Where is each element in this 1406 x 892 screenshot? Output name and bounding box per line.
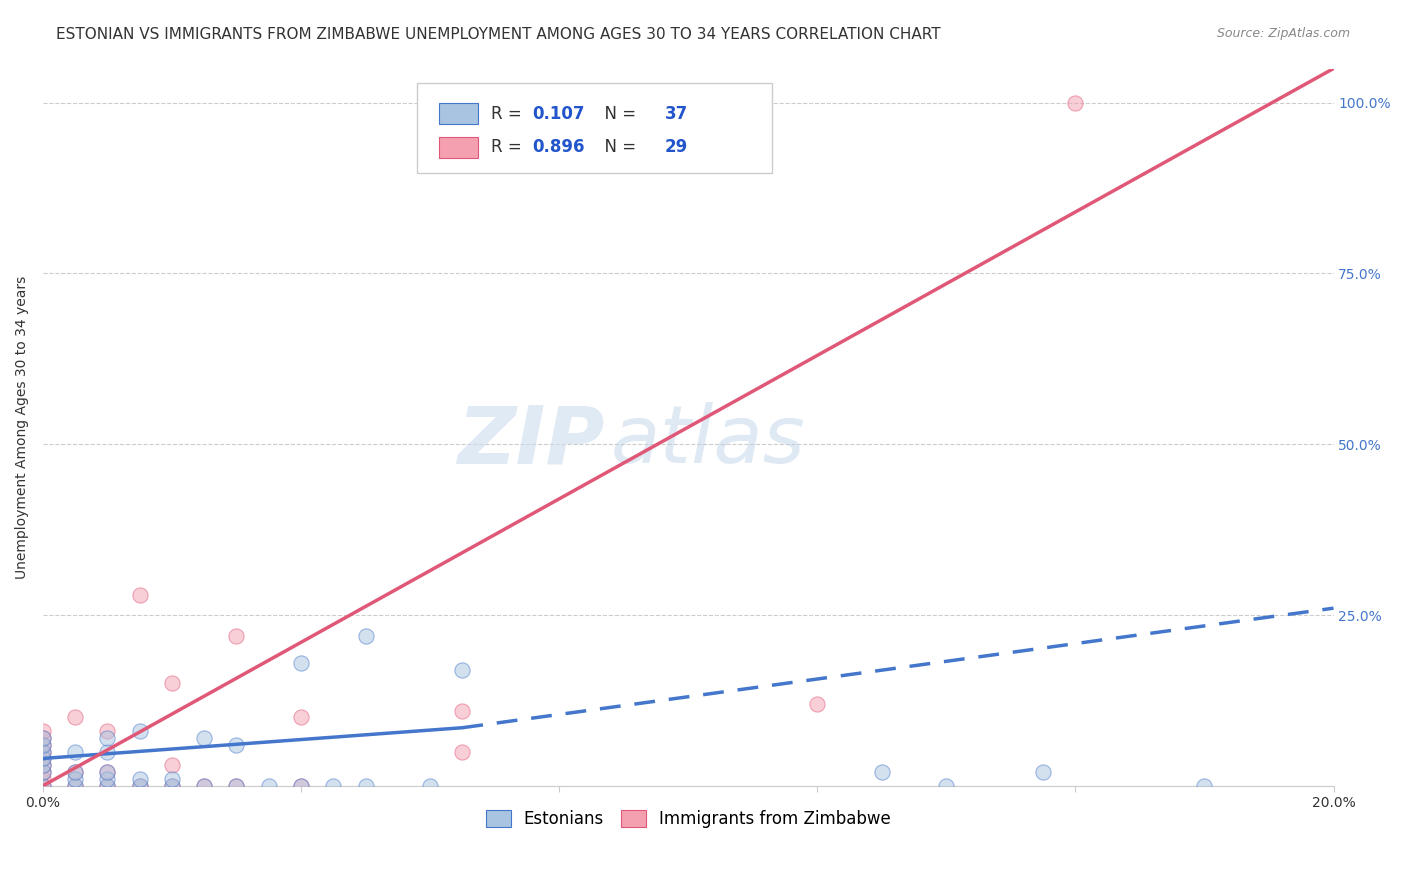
- Text: atlas: atlas: [610, 402, 806, 481]
- Point: [128, 779, 150, 793]
- Point: [96, 724, 118, 739]
- Point: [63, 765, 86, 780]
- Point: [32, 765, 55, 780]
- Point: [290, 779, 312, 793]
- Point: [32, 751, 55, 765]
- FancyBboxPatch shape: [439, 103, 478, 125]
- Point: [96, 731, 118, 745]
- Point: [322, 779, 344, 793]
- Point: [290, 710, 312, 724]
- Point: [128, 772, 150, 786]
- Text: N =: N =: [593, 138, 641, 156]
- Point: [193, 731, 215, 745]
- Point: [32, 779, 55, 793]
- FancyBboxPatch shape: [418, 83, 772, 172]
- Point: [63, 765, 86, 780]
- Point: [225, 779, 247, 793]
- Point: [32, 779, 55, 793]
- Text: R =: R =: [491, 138, 527, 156]
- Text: ZIP: ZIP: [457, 402, 605, 481]
- Point: [63, 779, 86, 793]
- Point: [160, 779, 183, 793]
- Point: [32, 772, 55, 786]
- Point: [96, 765, 118, 780]
- Legend: Estonians, Immigrants from Zimbabwe: Estonians, Immigrants from Zimbabwe: [479, 804, 897, 835]
- Point: [32, 738, 55, 752]
- Point: [32, 724, 55, 739]
- Point: [1064, 95, 1087, 110]
- Point: [1032, 765, 1054, 780]
- Point: [32, 751, 55, 765]
- Text: 0.107: 0.107: [531, 104, 585, 123]
- Point: [32, 731, 55, 745]
- Point: [160, 779, 183, 793]
- Text: 37: 37: [665, 104, 688, 123]
- Point: [290, 779, 312, 793]
- Point: [193, 779, 215, 793]
- Point: [160, 772, 183, 786]
- Point: [96, 772, 118, 786]
- Point: [32, 765, 55, 780]
- Point: [128, 724, 150, 739]
- Point: [63, 745, 86, 759]
- Point: [354, 779, 377, 793]
- Point: [160, 758, 183, 772]
- Point: [193, 779, 215, 793]
- Point: [257, 779, 280, 793]
- Point: [935, 779, 957, 793]
- Text: 0.896: 0.896: [531, 138, 585, 156]
- Text: ESTONIAN VS IMMIGRANTS FROM ZIMBABWE UNEMPLOYMENT AMONG AGES 30 TO 34 YEARS CORR: ESTONIAN VS IMMIGRANTS FROM ZIMBABWE UNE…: [56, 27, 941, 42]
- Point: [63, 779, 86, 793]
- Point: [32, 738, 55, 752]
- Point: [451, 704, 474, 718]
- Point: [96, 745, 118, 759]
- Point: [290, 656, 312, 670]
- Point: [96, 779, 118, 793]
- Point: [32, 745, 55, 759]
- Point: [451, 745, 474, 759]
- Point: [451, 663, 474, 677]
- Point: [354, 628, 377, 642]
- Point: [128, 587, 150, 601]
- Point: [1194, 779, 1216, 793]
- Point: [225, 738, 247, 752]
- Point: [160, 676, 183, 690]
- Point: [32, 758, 55, 772]
- Point: [96, 765, 118, 780]
- Point: [63, 710, 86, 724]
- Point: [32, 745, 55, 759]
- Point: [870, 765, 893, 780]
- Point: [63, 772, 86, 786]
- Point: [128, 779, 150, 793]
- Y-axis label: Unemployment Among Ages 30 to 34 years: Unemployment Among Ages 30 to 34 years: [15, 276, 30, 579]
- Text: 29: 29: [665, 138, 688, 156]
- Point: [32, 731, 55, 745]
- FancyBboxPatch shape: [439, 136, 478, 158]
- Text: R =: R =: [491, 104, 527, 123]
- Text: Source: ZipAtlas.com: Source: ZipAtlas.com: [1216, 27, 1350, 40]
- Point: [225, 779, 247, 793]
- Point: [225, 628, 247, 642]
- Point: [806, 697, 828, 711]
- Point: [32, 758, 55, 772]
- Point: [96, 779, 118, 793]
- Point: [419, 779, 441, 793]
- Text: N =: N =: [593, 104, 641, 123]
